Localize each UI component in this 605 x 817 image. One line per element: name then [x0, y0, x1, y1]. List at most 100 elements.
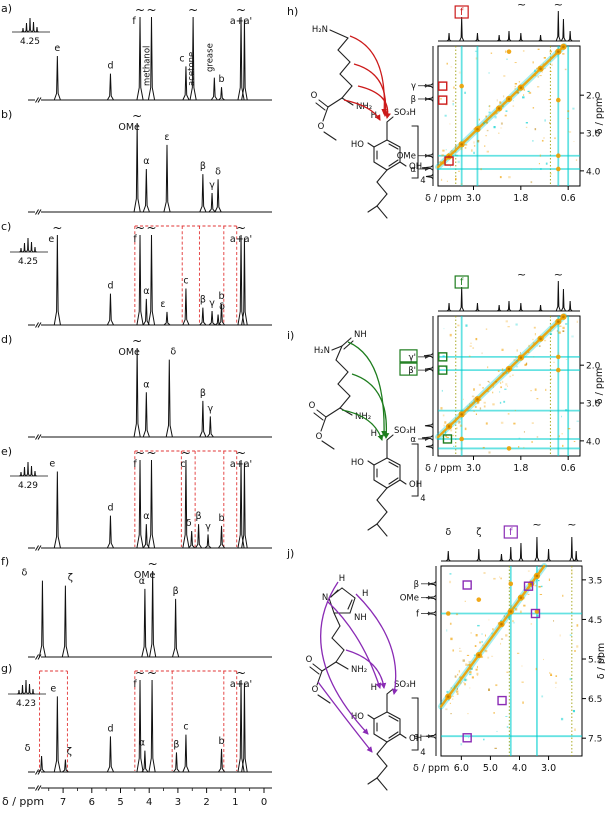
- svg-text:δ / ppm: δ / ppm: [425, 463, 461, 474]
- svg-text:NH₂: NH₂: [351, 665, 367, 675]
- svg-text:1.8: 1.8: [513, 463, 528, 474]
- svg-text:3.0: 3.0: [586, 130, 601, 140]
- svg-text:δ: δ: [215, 166, 221, 177]
- svg-text:f: f: [132, 16, 136, 27]
- svg-text:γ: γ: [205, 521, 211, 532]
- svg-text:3.0: 3.0: [586, 400, 601, 410]
- svg-text:γ: γ: [209, 180, 215, 191]
- svg-text:d: d: [107, 723, 113, 734]
- svg-text:O: O: [316, 432, 323, 442]
- panel-label-j: j): [287, 547, 295, 560]
- svg-text:~: ~: [554, 0, 563, 11]
- svg-text:f: f: [133, 459, 137, 470]
- svg-text:γ: γ: [411, 82, 416, 92]
- svg-text:c: c: [183, 722, 188, 733]
- panel-label-b: b): [1, 108, 13, 121]
- svg-text:e: e: [49, 459, 55, 470]
- nmr-panel-f: δ ζ α~OMe β: [22, 557, 272, 660]
- svg-text:~: ~: [236, 666, 246, 680]
- svg-text:α: α: [143, 379, 149, 390]
- svg-text:β: β: [200, 388, 206, 399]
- svg-text:4: 4: [146, 797, 152, 808]
- svg-text:~: ~: [135, 446, 145, 460]
- svg-text:~: ~: [147, 666, 157, 680]
- svg-text:4.23: 4.23: [16, 699, 36, 709]
- nmr-panel-d: ~OMe α δ βγ: [28, 334, 272, 440]
- svg-text:H₂N: H₂N: [312, 25, 328, 35]
- svg-text:β: β: [414, 580, 419, 590]
- svg-text:O: O: [306, 655, 313, 665]
- svg-text:grease: grease: [205, 43, 215, 72]
- svg-text:3: 3: [175, 797, 181, 808]
- svg-text:SO₃H: SO₃H: [394, 426, 416, 436]
- svg-text:~: ~: [236, 446, 246, 460]
- svg-text:γ: γ: [208, 403, 214, 414]
- svg-text:5.0: 5.0: [483, 763, 498, 774]
- svg-text:a+a': a+a': [230, 234, 252, 245]
- svg-text:~: ~: [146, 3, 156, 17]
- svg-text:N: N: [322, 593, 328, 603]
- svg-text:H: H: [362, 589, 368, 599]
- svg-text:OMe: OMe: [134, 570, 156, 581]
- svg-text:7: 7: [60, 797, 66, 808]
- svg-text:~: ~: [132, 109, 142, 123]
- svg-text:β: β: [200, 295, 206, 306]
- svg-text:ε: ε: [160, 299, 165, 310]
- svg-text:δ: δ: [186, 518, 192, 529]
- svg-text:e: e: [54, 43, 60, 54]
- svg-text:O: O: [311, 91, 318, 101]
- svg-text:δ / ppm: δ / ppm: [596, 643, 605, 679]
- svg-text:4: 4: [420, 494, 425, 504]
- svg-text:3.5: 3.5: [588, 576, 602, 586]
- svg-text:α: α: [143, 511, 149, 522]
- svg-text:4.25: 4.25: [20, 37, 40, 47]
- noesy-panel-j: ~ ~ δ ζ f β OMe f e 6.0 5.0 4.0 3.0 δ / ppm 3.5 4.5 5.5 6…: [400, 518, 605, 774]
- svg-text:~: ~: [236, 3, 246, 17]
- svg-text:δ / ppm: δ / ppm: [413, 763, 449, 774]
- svg-text:γ: γ: [209, 298, 215, 309]
- svg-text:δ: δ: [170, 347, 176, 358]
- svg-text:3.0: 3.0: [466, 193, 481, 204]
- svg-text:acetone: acetone: [187, 52, 197, 86]
- svg-text:NH: NH: [354, 330, 367, 340]
- svg-text:4.25: 4.25: [18, 257, 38, 267]
- svg-text:f: f: [133, 679, 137, 690]
- svg-text:~: ~: [52, 221, 62, 235]
- svg-text:ζ: ζ: [476, 527, 481, 538]
- svg-text:β': β': [408, 366, 416, 376]
- svg-text:H: H: [371, 111, 377, 121]
- svg-text:0.6: 0.6: [561, 193, 576, 204]
- svg-text:b: b: [219, 736, 225, 747]
- svg-text:~: ~: [146, 446, 156, 460]
- svg-text:OH: OH: [409, 734, 422, 744]
- panel-label-f: f): [1, 555, 10, 568]
- svg-text:β: β: [411, 95, 416, 105]
- svg-text:α: α: [143, 286, 149, 297]
- svg-text:b: b: [219, 513, 225, 524]
- svg-text:e: e: [50, 683, 56, 694]
- svg-text:H: H: [339, 574, 345, 584]
- svg-text:f: f: [416, 610, 420, 620]
- panel-label-i: i): [287, 329, 295, 342]
- svg-text:H: H: [371, 683, 377, 693]
- svg-text:~: ~: [517, 268, 526, 281]
- svg-text:f: f: [133, 234, 137, 245]
- svg-text:δ / ppm: δ / ppm: [594, 368, 605, 404]
- svg-text:a+a': a+a': [230, 16, 252, 27]
- svg-text:6.5: 6.5: [588, 695, 602, 705]
- svg-text:δ: δ: [219, 302, 225, 313]
- svg-text:~: ~: [135, 3, 145, 17]
- svg-text:2: 2: [203, 797, 209, 808]
- svg-text:3.0: 3.0: [541, 763, 556, 774]
- svg-text:~: ~: [148, 557, 158, 571]
- svg-text:HO: HO: [351, 140, 364, 150]
- nmr-panel-b: ~OMe α ε βγδ: [28, 109, 272, 215]
- svg-text:~: ~: [236, 221, 246, 235]
- svg-text:α: α: [143, 156, 149, 167]
